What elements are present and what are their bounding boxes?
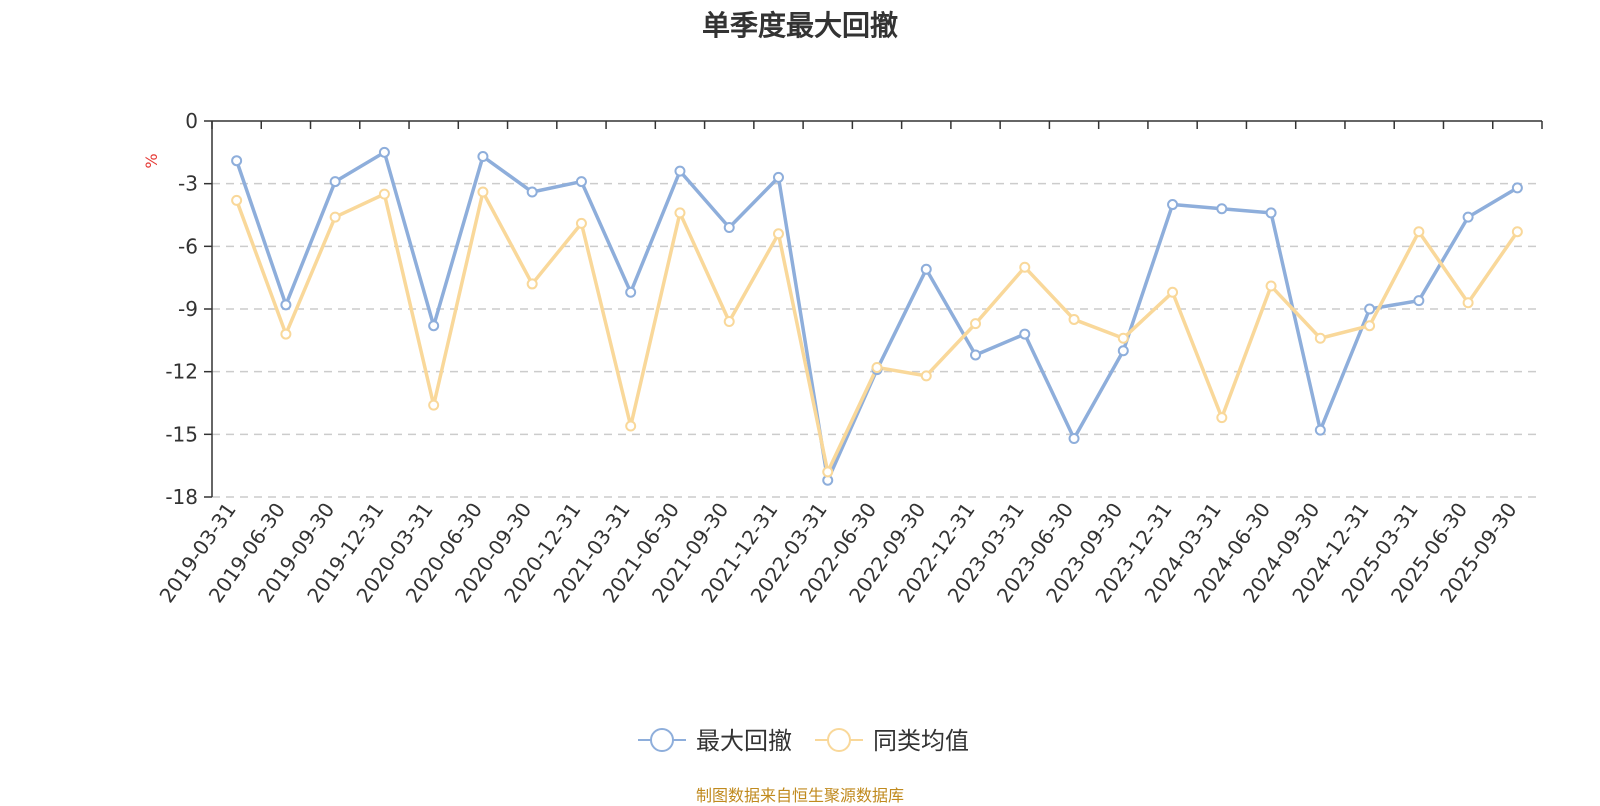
data-point-2	[1167, 286, 1179, 298]
legend-marker	[827, 728, 851, 752]
data-point-2	[1265, 280, 1277, 292]
data-point-1	[378, 146, 390, 158]
data-point-1	[477, 151, 489, 163]
y-tick-label: -3	[178, 172, 198, 196]
y-tick-label: -12	[165, 360, 198, 384]
data-point-2	[1462, 297, 1474, 309]
data-point-2	[920, 370, 932, 382]
y-tick-label: -9	[178, 297, 198, 321]
data-point-1	[575, 176, 587, 188]
legend[interactable]: 最大回撤 同类均值	[638, 727, 969, 755]
data-point-2	[231, 194, 243, 206]
data-point-1	[231, 155, 243, 167]
y-tick-label: -6	[178, 234, 198, 258]
legend-label: 最大回撤	[696, 727, 792, 755]
data-point-1	[1511, 182, 1523, 194]
series-lines	[231, 146, 1523, 486]
data-point-2	[772, 228, 784, 240]
y-tick-label: -15	[165, 422, 198, 446]
data-point-1	[1364, 303, 1376, 315]
data-point-2	[1117, 332, 1129, 344]
y-unit-label: %	[142, 153, 161, 168]
data-point-1	[674, 165, 686, 177]
source-note: 制图数据来自恒生聚源数据库	[695, 786, 904, 805]
data-point-2	[625, 420, 637, 432]
data-point-1	[329, 176, 341, 188]
legend-label: 同类均值	[873, 727, 969, 755]
data-point-1	[723, 222, 735, 234]
data-point-2	[1364, 320, 1376, 332]
data-point-2	[1413, 226, 1425, 238]
data-point-1	[1314, 424, 1326, 436]
data-point-2	[1216, 412, 1228, 424]
data-point-2	[428, 399, 440, 411]
data-point-1	[1216, 203, 1228, 215]
data-point-1	[1462, 211, 1474, 223]
data-point-1	[526, 186, 538, 198]
data-point-1	[772, 171, 784, 183]
data-point-2	[674, 207, 686, 219]
data-point-2	[378, 188, 390, 200]
data-point-1	[1019, 328, 1031, 340]
data-point-2	[280, 328, 292, 340]
data-point-2	[477, 186, 489, 198]
data-point-2	[1314, 332, 1326, 344]
data-point-2	[1019, 261, 1031, 273]
data-point-1	[625, 286, 637, 298]
legend-marker	[650, 728, 674, 752]
data-point-2	[575, 217, 587, 229]
data-point-2	[329, 211, 341, 223]
data-point-1	[1265, 207, 1277, 219]
chart-title: 单季度最大回撤	[701, 9, 898, 42]
data-point-1	[1068, 433, 1080, 445]
data-point-2	[871, 361, 883, 373]
data-point-2	[723, 316, 735, 328]
data-point-2	[1068, 313, 1080, 325]
data-point-1	[280, 299, 292, 311]
data-point-2	[822, 466, 834, 478]
data-point-2	[1511, 226, 1523, 238]
grid-lines	[212, 182, 1542, 498]
y-tick-label: -18	[165, 485, 198, 509]
data-point-1	[1167, 199, 1179, 211]
data-point-2	[970, 318, 982, 330]
data-point-1	[920, 263, 932, 275]
data-point-1	[428, 320, 440, 332]
data-point-1	[1117, 345, 1129, 357]
y-tick-label: 0	[185, 109, 198, 133]
data-point-2	[526, 278, 538, 290]
data-point-1	[1413, 295, 1425, 307]
data-point-1	[970, 349, 982, 361]
